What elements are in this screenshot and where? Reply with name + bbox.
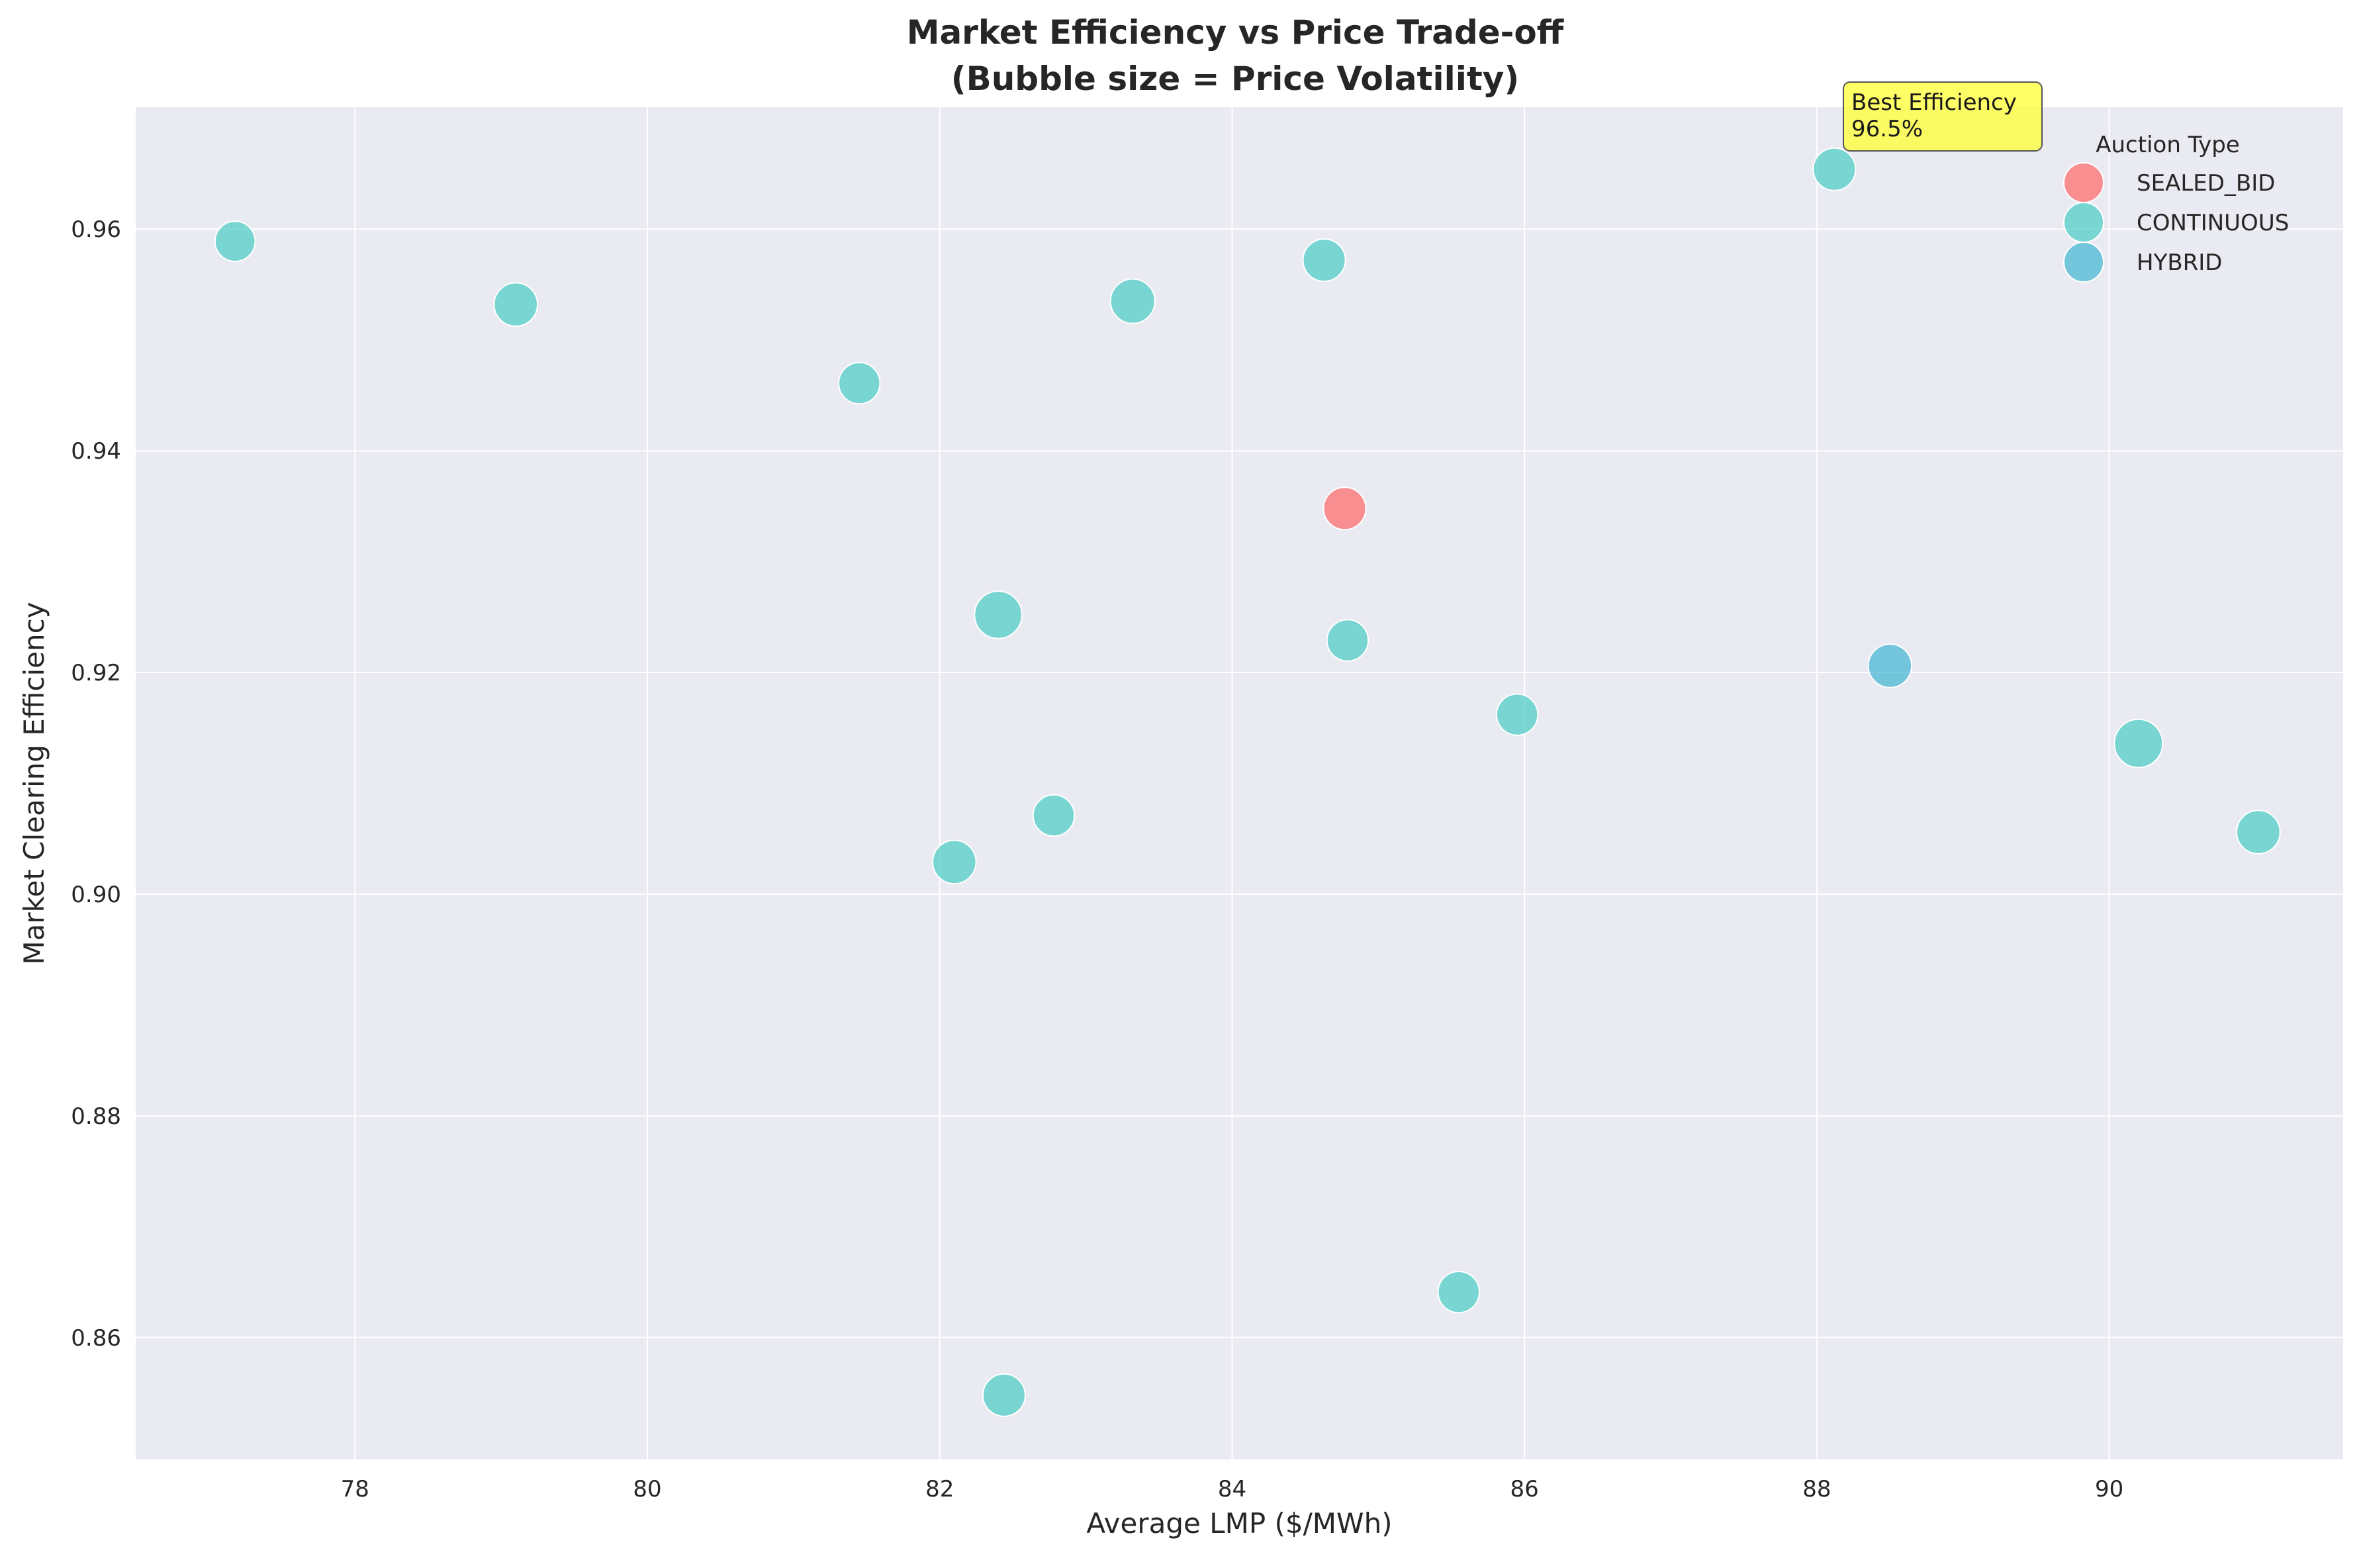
x-tick-label: 90 [2095,1476,2123,1502]
x-tick-label: 80 [633,1476,661,1502]
annotation-text-line: 96.5% [1851,116,1923,142]
x-tick-label: 78 [341,1476,369,1502]
scatter-point-continuous [1495,693,1539,736]
legend-marker-continuous [2063,202,2104,243]
scatter-point-continuous [214,220,256,262]
legend-label: CONTINUOUS [2137,210,2289,236]
data-points [214,147,2281,1417]
scatter-point-sealed-bid [1322,486,1367,531]
scatter-point-continuous [982,1373,1026,1417]
plot-area [136,107,2343,1459]
x-tick-label: 84 [1218,1476,1246,1502]
scatter-point-continuous [1437,1270,1480,1314]
legend: Auction Type SEALED_BID CONTINUOUS HYBRID [2063,132,2289,283]
scatter-point-hybrid [1867,643,1913,688]
x-axis-ticks: 78 80 82 84 86 88 90 [341,1476,2124,1502]
legend-label: SEALED_BID [2137,170,2275,197]
annotation-text-line: Best Efficiency [1851,89,2017,116]
scatter-point-continuous [1326,619,1369,662]
scatter-point-continuous [1109,278,1156,324]
scatter-point-continuous [1302,238,1346,283]
scatter-point-continuous [838,361,881,405]
y-tick-label: 0.96 [71,216,121,243]
scatter-point-continuous [493,282,539,327]
scatter-point-continuous [1812,147,1857,191]
legend-title: Auction Type [2096,132,2240,158]
x-tick-label: 82 [925,1476,954,1502]
scatter-point-continuous [1032,794,1076,837]
scatter-point-continuous [2113,718,2164,768]
y-axis-label: Market Clearing Efficiency [18,602,50,964]
y-tick-label: 0.92 [71,660,121,686]
annotation-box [1843,81,2043,152]
scatter-point-continuous [2236,809,2281,854]
grid-lines [136,107,2343,1459]
y-tick-label: 0.94 [71,438,121,465]
x-tick-label: 86 [1510,1476,1539,1502]
y-axis-ticks: 0.86 0.88 0.90 0.92 0.94 0.96 [71,216,121,1352]
y-tick-label: 0.90 [71,882,121,908]
chart-title-line-2: (Bubble size = Price Volatility) [951,60,1519,98]
y-tick-label: 0.88 [71,1103,121,1130]
legend-marker-hybrid [2063,242,2104,283]
scatter-point-continuous [974,590,1023,639]
chart-title-line-1: Market Efficiency vs Price Trade-off [907,13,1564,52]
legend-marker-sealed-bid [2063,162,2104,203]
legend-label: HYBRID [2137,250,2223,276]
scatter-point-continuous [932,839,977,885]
x-axis-label: Average LMP ($/MWh) [1086,1507,1392,1540]
chart-title: Market Efficiency vs Price Trade-off (Bu… [907,13,1564,98]
y-tick-label: 0.86 [71,1325,121,1352]
x-tick-label: 88 [1802,1476,1831,1502]
